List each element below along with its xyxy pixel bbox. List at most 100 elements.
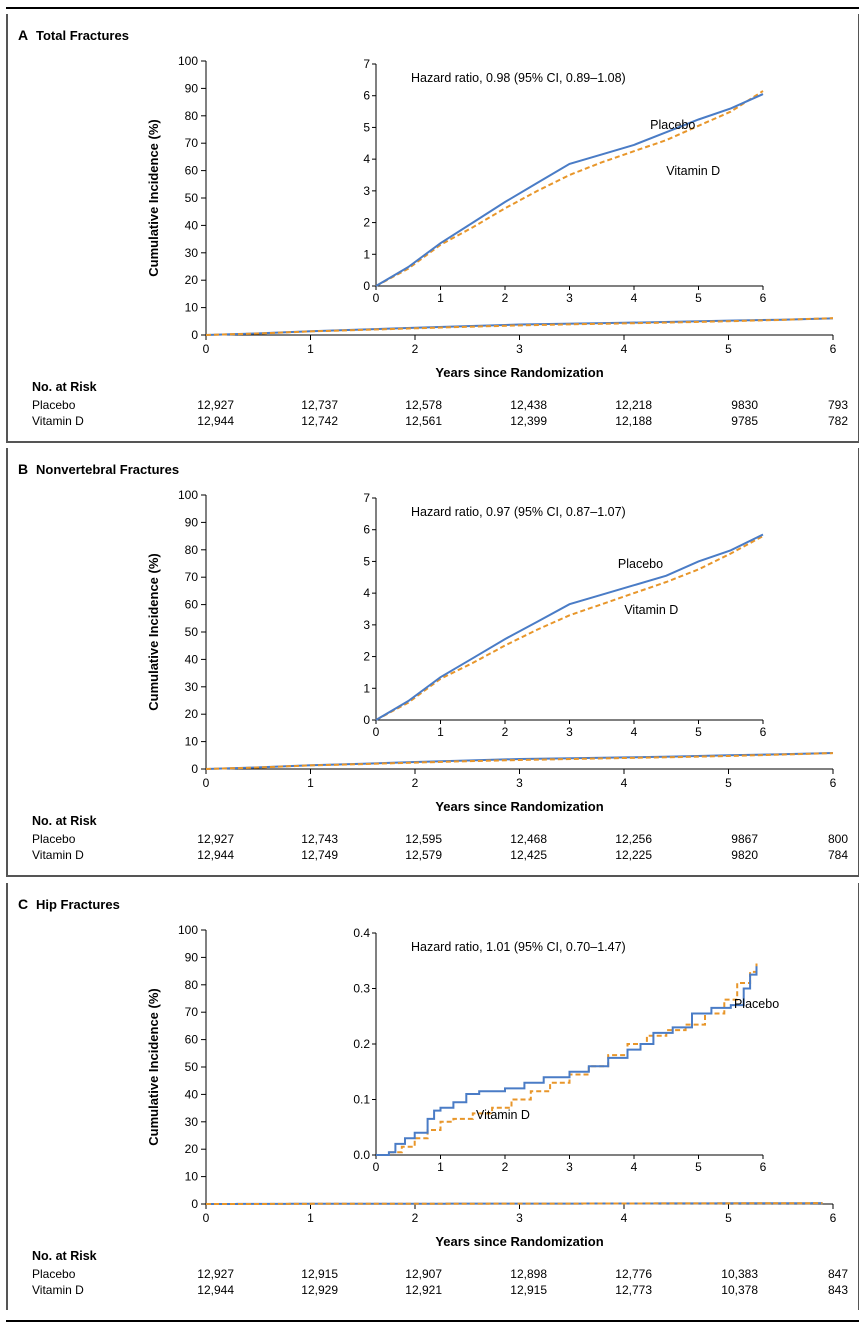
series-label: Placebo <box>734 997 779 1011</box>
inset-y-tick-label: 0 <box>363 713 370 727</box>
y-axis-title: Cumulative Incidence (%) <box>146 553 161 710</box>
inset-background <box>348 925 785 1179</box>
hazard-ratio-annotation: Hazard ratio, 0.97 (95% CI, 0.87–1.07) <box>411 505 626 519</box>
risk-table-title: No. at Risk <box>32 380 97 394</box>
risk-cell: 12,743 <box>301 832 338 846</box>
inset-y-tick-label: 2 <box>363 216 370 230</box>
y-tick-label: 40 <box>185 652 199 666</box>
inset-x-tick-label: 0 <box>373 291 380 305</box>
risk-cell: 12,579 <box>405 848 442 862</box>
risk-row-label: Placebo <box>32 832 76 846</box>
y-axis-title: Cumulative Incidence (%) <box>146 119 161 276</box>
risk-cell: 12,927 <box>197 1267 234 1281</box>
y-tick-label: 90 <box>185 950 199 964</box>
x-tick-label: 0 <box>203 776 210 790</box>
panel-letter: B <box>18 461 29 477</box>
y-tick-label: 100 <box>178 54 198 68</box>
panel-c: C Hip Fractures 0 10 20 30 40 50 60 70 80 90 100 0 1 2… <box>6 883 859 1310</box>
series-line-inset-vitamin-d <box>375 535 764 721</box>
risk-cell: 12,915 <box>510 1283 547 1297</box>
series-line-inset-placebo <box>375 533 764 721</box>
panel-letter: C <box>18 896 29 912</box>
panel-title: B Nonvertebral Fractures <box>18 461 179 477</box>
panel-title: C Hip Fractures <box>18 896 120 912</box>
inset-x-tick-label: 1 <box>437 1160 444 1174</box>
y-tick-label: 60 <box>185 164 199 178</box>
inset-y-tick-label: 0.4 <box>353 926 370 940</box>
inset-y-tick-label: 3 <box>363 618 370 632</box>
risk-table: No. at Risk Placebo 12,927 12,915 12,907 12,8… <box>6 1249 859 1309</box>
x-tick-label: 3 <box>516 1211 523 1225</box>
risk-cell: 10,383 <box>721 1267 758 1281</box>
panel-border-left <box>6 448 8 875</box>
x-axis-title: Years since Randomization <box>435 365 603 380</box>
panel-a: A Total Fractures 0 10 20 30 40 50 60 70 80 90 100 0… <box>6 14 859 443</box>
panel-letter: A <box>18 27 29 43</box>
risk-cell: 12,749 <box>301 848 338 862</box>
risk-cell: 12,773 <box>615 1283 652 1297</box>
risk-row-label: Vitamin D <box>32 1283 84 1297</box>
risk-cell: 12,578 <box>405 398 442 412</box>
hazard-ratio-annotation: Hazard ratio, 1.01 (95% CI, 0.70–1.47) <box>411 940 626 954</box>
risk-cell: 12,944 <box>197 414 234 428</box>
inset-x-tick-label: 0 <box>373 725 380 739</box>
y-tick-label: 0 <box>191 762 198 776</box>
y-tick-label: 100 <box>178 923 198 937</box>
risk-cell: 782 <box>827 414 848 428</box>
inset-x-tick-label: 4 <box>631 291 638 305</box>
x-tick-label: 2 <box>412 776 419 790</box>
risk-table: No. at Risk Placebo 12,927 12,737 12,578 12,4… <box>6 380 859 440</box>
x-tick-label: 1 <box>307 776 314 790</box>
y-tick-label: 20 <box>185 707 199 721</box>
series-line-inset-placebo <box>376 966 758 1156</box>
inset-y-tick-label: 0.0 <box>353 1148 370 1162</box>
risk-cell: 9867 <box>731 832 758 846</box>
inset-x-tick-label: 3 <box>566 725 573 739</box>
panel-b: B Nonvertebral Fractures 0 10 20 30 40 50 60 70 8… <box>6 448 859 877</box>
panel-divider <box>6 875 859 877</box>
risk-cell: 12,188 <box>615 414 652 428</box>
y-tick-label: 20 <box>185 1142 199 1156</box>
y-tick-label: 80 <box>185 543 199 557</box>
risk-cell: 12,438 <box>510 398 547 412</box>
y-tick-label: 70 <box>185 570 199 584</box>
risk-cell: 12,399 <box>510 414 547 428</box>
risk-cell: 12,907 <box>405 1267 442 1281</box>
inset-x-tick-label: 3 <box>566 291 573 305</box>
risk-table: No. at Risk Placebo 12,927 12,743 12,595 12,4… <box>6 814 859 874</box>
y-tick-label: 90 <box>185 81 199 95</box>
x-tick-label: 5 <box>725 342 732 356</box>
y-tick-label: 80 <box>185 109 199 123</box>
x-tick-label: 4 <box>621 776 628 790</box>
inset-x-tick-label: 5 <box>695 1160 702 1174</box>
series-label: Placebo <box>618 557 663 571</box>
inset-x-tick-label: 6 <box>760 291 767 305</box>
panel-border-right <box>857 448 859 875</box>
risk-cell: 784 <box>827 848 848 862</box>
x-tick-label: 6 <box>830 776 837 790</box>
y-tick-label: 50 <box>185 191 199 205</box>
x-tick-label: 4 <box>621 1211 628 1225</box>
series-line-inset-vitamin-d <box>375 90 764 287</box>
inset-y-tick-label: 4 <box>363 586 370 600</box>
risk-cell: 12,468 <box>510 832 547 846</box>
inset-x-tick-label: 2 <box>502 291 509 305</box>
x-tick-label: 6 <box>830 342 837 356</box>
x-tick-label: 0 <box>203 342 210 356</box>
x-tick-label: 1 <box>307 1211 314 1225</box>
inset-x-tick-label: 1 <box>437 725 444 739</box>
inset-x-tick-label: 5 <box>695 291 702 305</box>
figure-bottom-rule <box>6 1320 859 1322</box>
inset-y-tick-label: 7 <box>363 491 370 505</box>
risk-cell: 12,256 <box>615 832 652 846</box>
series-line-inset-placebo <box>375 93 764 287</box>
risk-row-label: Vitamin D <box>32 848 84 862</box>
risk-cell: 12,742 <box>301 414 338 428</box>
panel-border-left <box>6 883 8 1310</box>
inset-y-tick-label: 6 <box>363 523 370 537</box>
y-tick-label: 70 <box>185 1005 199 1019</box>
risk-cell: 9820 <box>731 848 758 862</box>
inset-x-tick-label: 2 <box>502 1160 509 1174</box>
risk-row-label: Placebo <box>32 1267 76 1281</box>
